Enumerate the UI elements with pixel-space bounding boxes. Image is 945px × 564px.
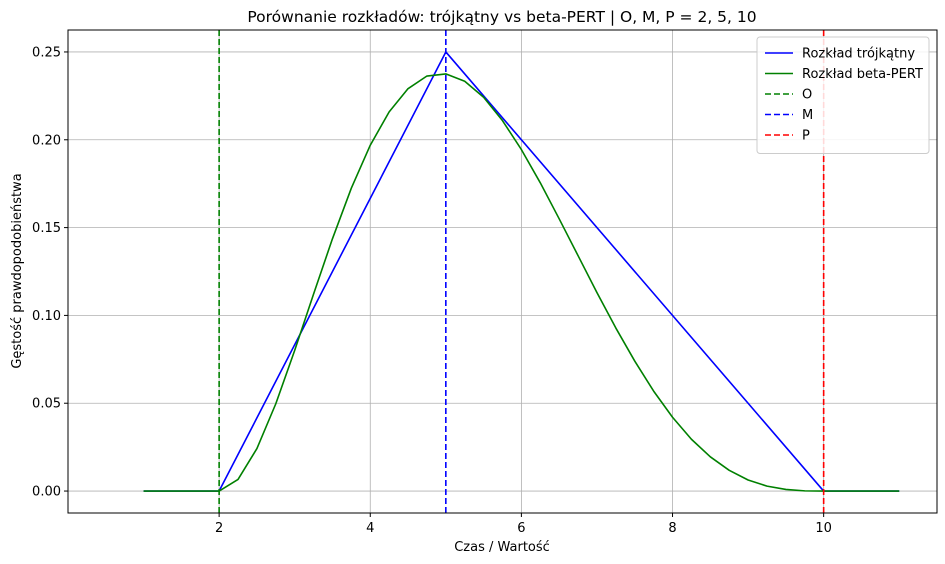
y-axis-label: Gęstość prawdopodobieństwa (10, 173, 25, 368)
x-tick-label: 6 (517, 521, 525, 536)
y-tick-label: 0.10 (32, 309, 61, 324)
x-tick-label: 2 (215, 521, 223, 536)
x-tick-label: 10 (815, 521, 832, 536)
axes-frame (67, 29, 938, 514)
y-tick-label: 0.25 (32, 45, 61, 60)
y-tick-label: 0.00 (32, 485, 61, 500)
legend-label: M (802, 108, 813, 123)
plot-layer (143, 30, 900, 513)
chart-title: Porównanie rozkładów: trójkątny vs beta-… (247, 8, 756, 26)
tick-layer: 2 4 6 8 10 0.00 0.05 0.10 0.15 0.20 0.25 (32, 45, 832, 536)
legend-box (756, 36, 930, 154)
x-tick-label: 4 (366, 521, 374, 536)
legend-label: P (802, 129, 810, 144)
series-line-2 (143, 73, 900, 492)
y-tick-label: 0.15 (32, 221, 61, 236)
legend-label: Rozkład beta-PERT (802, 67, 923, 82)
legend: Rozkład trójkątny Rozkład beta-PERT OMP (756, 36, 930, 154)
legend-label: O (802, 88, 812, 103)
legend-label: Rozkład trójkątny (802, 47, 915, 62)
x-tick-label: 8 (668, 521, 676, 536)
y-tick-label: 0.20 (32, 133, 61, 148)
y-tick-label: 0.05 (32, 397, 61, 412)
x-axis-label: Czas / Wartość (454, 540, 550, 555)
